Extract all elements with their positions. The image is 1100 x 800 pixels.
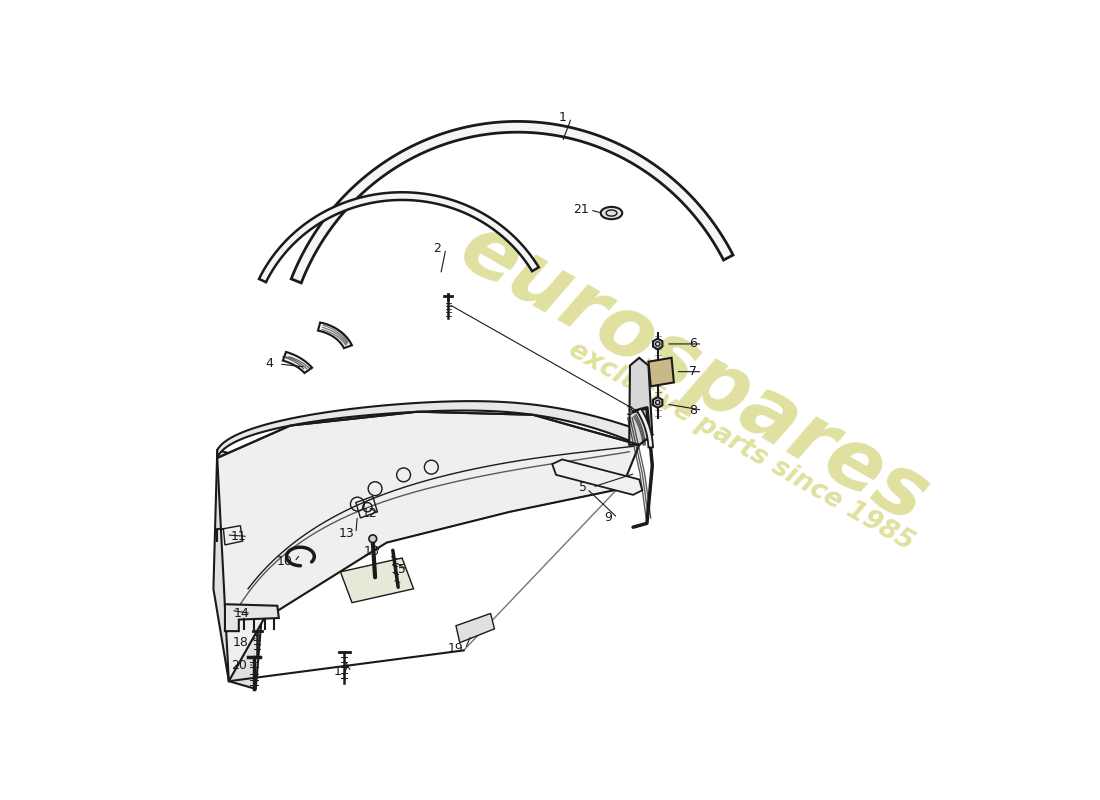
Text: eurospares: eurospares bbox=[447, 206, 943, 540]
Polygon shape bbox=[637, 409, 653, 447]
Polygon shape bbox=[283, 352, 312, 373]
Text: 9: 9 bbox=[605, 511, 613, 525]
Text: 10: 10 bbox=[277, 555, 293, 568]
Text: 3: 3 bbox=[625, 405, 634, 418]
Polygon shape bbox=[318, 322, 352, 348]
Text: exclusive parts since 1985: exclusive parts since 1985 bbox=[563, 337, 918, 556]
Text: 17: 17 bbox=[334, 666, 350, 678]
Polygon shape bbox=[218, 412, 639, 682]
Text: 14: 14 bbox=[234, 607, 250, 620]
Polygon shape bbox=[341, 558, 414, 602]
Text: 11: 11 bbox=[231, 530, 246, 543]
Text: 13: 13 bbox=[339, 527, 354, 540]
Text: 6: 6 bbox=[690, 338, 697, 350]
Polygon shape bbox=[455, 614, 495, 642]
Text: 21: 21 bbox=[573, 203, 588, 217]
Text: 16: 16 bbox=[363, 546, 379, 558]
Polygon shape bbox=[213, 450, 264, 689]
Text: 7: 7 bbox=[689, 365, 697, 378]
Polygon shape bbox=[224, 604, 279, 631]
Text: 12: 12 bbox=[362, 507, 377, 520]
Polygon shape bbox=[218, 401, 652, 458]
Text: 19: 19 bbox=[448, 642, 464, 655]
Polygon shape bbox=[649, 358, 674, 386]
Text: 20: 20 bbox=[231, 659, 246, 672]
Text: 18: 18 bbox=[232, 636, 249, 650]
Polygon shape bbox=[552, 459, 642, 495]
Circle shape bbox=[368, 535, 376, 542]
Text: 4: 4 bbox=[266, 358, 274, 370]
Text: 2: 2 bbox=[432, 242, 441, 255]
Text: 5: 5 bbox=[579, 481, 587, 494]
Ellipse shape bbox=[601, 207, 623, 219]
Text: 15: 15 bbox=[390, 563, 406, 576]
Text: 1: 1 bbox=[559, 111, 566, 124]
Text: 8: 8 bbox=[689, 404, 697, 417]
Polygon shape bbox=[629, 358, 652, 445]
Polygon shape bbox=[653, 338, 662, 350]
Polygon shape bbox=[653, 397, 662, 408]
Polygon shape bbox=[292, 122, 733, 283]
Polygon shape bbox=[258, 192, 539, 282]
